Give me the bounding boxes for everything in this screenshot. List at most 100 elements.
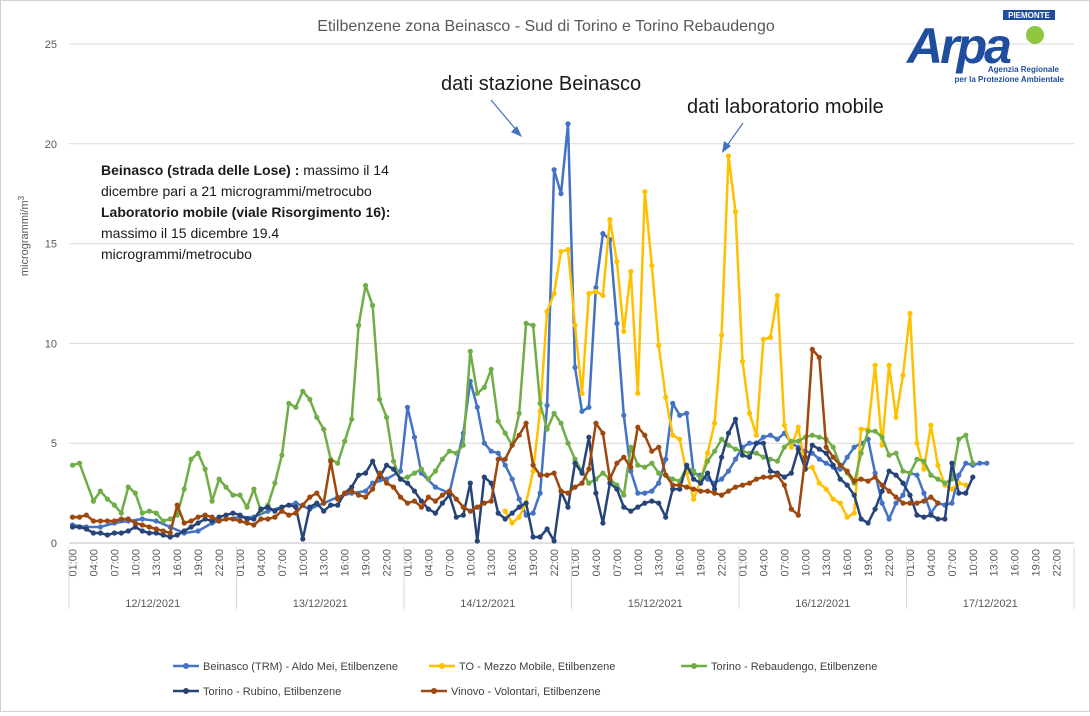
series-point-3 bbox=[118, 530, 124, 536]
series-point-2 bbox=[104, 496, 110, 502]
series-point-4 bbox=[928, 494, 934, 500]
series-point-4 bbox=[725, 488, 732, 494]
series-point-2 bbox=[530, 322, 536, 328]
series-point-0 bbox=[984, 460, 990, 466]
series-point-3 bbox=[509, 510, 515, 516]
series-point-3 bbox=[928, 512, 934, 518]
series-point-2 bbox=[753, 450, 760, 456]
series-point-2 bbox=[432, 468, 438, 474]
series-point-3 bbox=[502, 516, 508, 522]
series-point-4 bbox=[572, 484, 578, 490]
series-point-2 bbox=[732, 446, 739, 452]
annotation-mobile-arrow bbox=[725, 122, 744, 148]
arpa-logo: PIEMONTE Arpa Agenzia Regionale per la P… bbox=[905, 10, 1065, 84]
series-point-3 bbox=[719, 454, 725, 460]
x-tick-label: 01:00 bbox=[570, 549, 582, 577]
series-point-3 bbox=[132, 524, 138, 530]
series-point-3 bbox=[614, 486, 620, 492]
series-point-4 bbox=[167, 530, 173, 536]
x-tick-label: 16:00 bbox=[172, 549, 184, 577]
series-point-4 bbox=[642, 432, 648, 438]
series-point-0 bbox=[544, 402, 550, 408]
annotation-mobile-arrowhead bbox=[722, 141, 731, 153]
series-point-1 bbox=[858, 426, 864, 432]
x-tick-label: 04:00 bbox=[423, 549, 435, 577]
x-tick-label: 22:00 bbox=[884, 549, 896, 577]
series-point-0 bbox=[886, 516, 892, 522]
series-point-2 bbox=[195, 450, 201, 456]
x-tick-label: 19:00 bbox=[528, 549, 540, 577]
series-point-2 bbox=[858, 450, 864, 456]
series-point-0 bbox=[558, 191, 564, 197]
series-point-2 bbox=[656, 470, 662, 476]
series-point-3 bbox=[781, 474, 788, 480]
series-point-0 bbox=[502, 462, 508, 468]
y-tick-label-10: 10 bbox=[45, 338, 57, 350]
series-1 bbox=[502, 153, 969, 526]
series-point-1 bbox=[949, 486, 955, 492]
series-line-4 bbox=[72, 348, 939, 535]
x-tick-label: 22:00 bbox=[717, 549, 729, 577]
x-tick-label: 22:00 bbox=[214, 549, 226, 577]
series-point-0 bbox=[432, 484, 438, 490]
series-point-4 bbox=[216, 518, 222, 524]
series-point-4 bbox=[851, 478, 857, 484]
series-point-3 bbox=[495, 510, 501, 516]
x-tick-label: 13:00 bbox=[319, 549, 331, 577]
series-point-1 bbox=[642, 189, 648, 195]
series-point-3 bbox=[432, 510, 438, 516]
series-point-2 bbox=[600, 470, 606, 476]
series-point-2 bbox=[118, 510, 124, 516]
series-point-4 bbox=[160, 528, 166, 534]
series-point-3 bbox=[635, 504, 641, 510]
series-point-1 bbox=[830, 496, 836, 502]
series-point-0 bbox=[670, 400, 676, 406]
series-point-2 bbox=[586, 480, 592, 486]
series-point-2 bbox=[279, 452, 285, 458]
series-point-2 bbox=[230, 492, 236, 498]
notes-block: Beinasco (strada delle Lose) : massimo i… bbox=[101, 162, 390, 262]
series-point-0 bbox=[474, 404, 480, 410]
series-point-3 bbox=[900, 480, 906, 486]
series-point-4 bbox=[781, 482, 788, 488]
series-point-3 bbox=[921, 514, 927, 520]
series-point-3 bbox=[97, 530, 103, 536]
series-point-3 bbox=[69, 524, 76, 530]
series-point-2 bbox=[886, 452, 892, 458]
series-point-0 bbox=[481, 440, 487, 446]
series-point-0 bbox=[663, 456, 669, 462]
series-point-1 bbox=[893, 414, 899, 420]
series-point-4 bbox=[502, 456, 508, 462]
series-point-3 bbox=[551, 538, 557, 544]
x-tick-label: 04:00 bbox=[758, 549, 770, 577]
series-point-4 bbox=[404, 500, 411, 506]
series-point-1 bbox=[746, 410, 753, 416]
series-point-0 bbox=[893, 500, 899, 506]
series-point-4 bbox=[446, 488, 452, 494]
series-point-4 bbox=[649, 448, 655, 454]
annotation-beinasco-text: dati stazione Beinasco bbox=[441, 73, 641, 95]
series-point-4 bbox=[432, 498, 438, 504]
series-point-1 bbox=[677, 436, 683, 442]
series-point-3 bbox=[642, 500, 648, 506]
day-label: 12/12/2021 bbox=[125, 598, 180, 610]
series-point-1 bbox=[621, 328, 627, 334]
series-point-4 bbox=[488, 498, 494, 504]
x-tick-label: 16:00 bbox=[842, 549, 854, 577]
series-point-2 bbox=[335, 460, 341, 466]
x-tick-label: 04:00 bbox=[88, 549, 100, 577]
series-point-3 bbox=[104, 532, 110, 538]
x-tick-label: 13:00 bbox=[486, 549, 498, 577]
x-tick-label: 07:00 bbox=[277, 549, 289, 577]
series-point-2 bbox=[642, 464, 648, 470]
series-point-3 bbox=[788, 470, 794, 476]
series-point-4 bbox=[705, 488, 711, 494]
x-tick-label: 22:00 bbox=[549, 549, 561, 577]
series-point-1 bbox=[886, 362, 892, 368]
series-point-1 bbox=[509, 520, 515, 526]
series-point-1 bbox=[753, 432, 760, 438]
series-point-2 bbox=[572, 456, 578, 462]
series-point-4 bbox=[746, 480, 753, 486]
series-point-2 bbox=[251, 486, 257, 492]
series-point-1 bbox=[760, 336, 767, 342]
